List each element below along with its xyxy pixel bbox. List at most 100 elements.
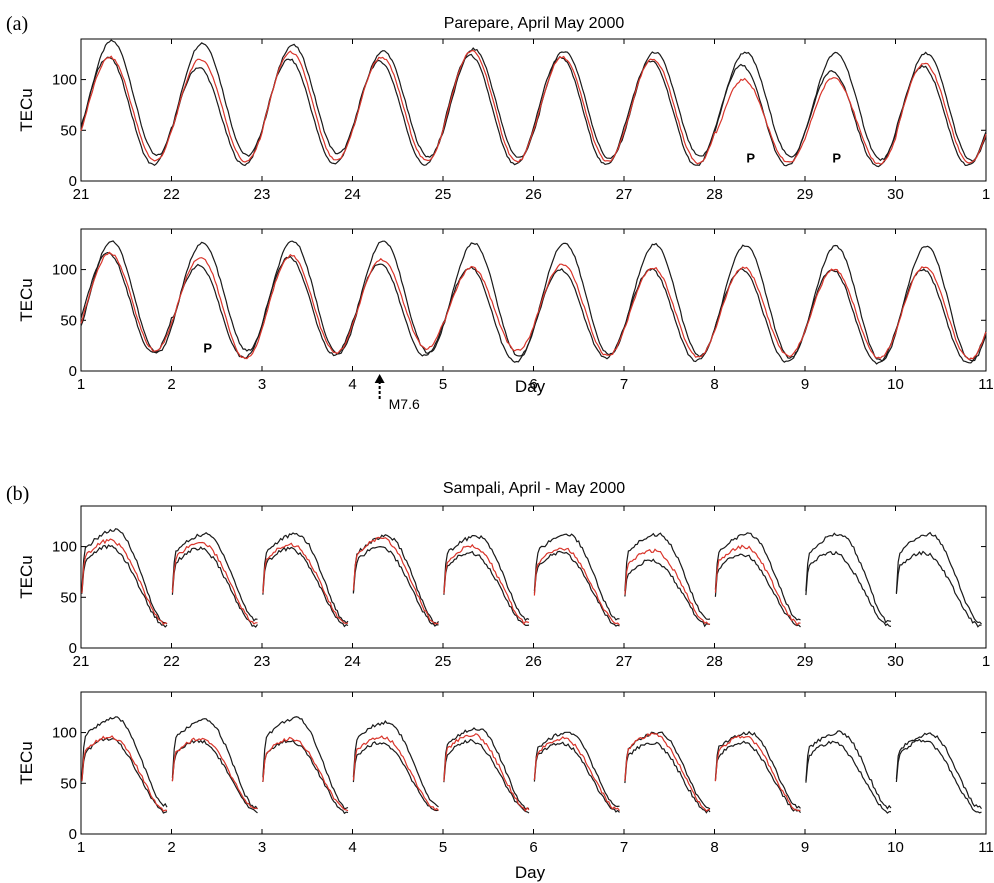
x-tick-label: 27 [616, 186, 633, 203]
panel-b-label: (b) [6, 483, 29, 505]
series-segment-upper [81, 528, 168, 625]
series-segment-lower [443, 738, 530, 814]
series-segment-lower [895, 738, 982, 814]
series-segment-lower [805, 550, 892, 627]
series-segment-lower [81, 544, 168, 628]
x-tick-label: 30 [887, 653, 904, 670]
panel-a-label: (a) [6, 13, 28, 35]
series-segment-upper [171, 718, 258, 810]
x-tick-label: 24 [344, 186, 361, 203]
x-tick-label: 8 [710, 376, 718, 393]
series-segment-upper [714, 532, 801, 621]
x-tick-label: 6 [529, 839, 537, 856]
series-segment-upper [533, 533, 620, 621]
plot-frame [80, 505, 987, 649]
series-segment-upper [805, 730, 892, 810]
earthquake-label: M7.6 [389, 396, 420, 412]
series-segment-observed [533, 736, 620, 812]
series-segment-upper [714, 730, 801, 809]
series-segment-lower [171, 546, 258, 628]
x-tick-label: 1 [77, 376, 85, 393]
y-axis-label: TECu [17, 88, 36, 131]
x-tick-label: 21 [73, 653, 90, 670]
series-segment-observed [624, 732, 711, 812]
x-tick-label: 3 [258, 376, 266, 393]
series-segment-observed [81, 735, 168, 813]
series-segment-lower [262, 546, 349, 628]
series-segment-upper [171, 532, 258, 622]
y-tick-label: 50 [60, 589, 77, 606]
series-segment-upper [443, 535, 530, 622]
series-segment-lower [533, 741, 620, 813]
x-tick-label: 23 [254, 186, 271, 203]
x-tick-label: 11 [978, 376, 994, 393]
series-segment-lower [895, 550, 982, 628]
series-segment-observed [533, 547, 620, 626]
y-tick-label: 50 [60, 122, 77, 139]
earthquake-arrow-head [374, 374, 385, 383]
series-segment-upper [443, 727, 530, 811]
x-tick-label: 28 [706, 186, 723, 203]
x-tick-label: 9 [801, 376, 809, 393]
series-line-observed [80, 251, 987, 361]
y-tick-label: 50 [60, 312, 77, 329]
series-segment-lower [714, 553, 801, 628]
series-segment-observed [624, 548, 711, 625]
x-tick-label: 24 [344, 653, 361, 670]
y-tick-label: 0 [69, 640, 77, 657]
x-axis-label-b: Day [515, 863, 546, 882]
x-tick-label: 8 [710, 839, 718, 856]
x-axis-label-a: Day [515, 377, 546, 396]
series-segment-lower [352, 741, 439, 812]
p-marker: P [203, 341, 212, 356]
y-axis-label: TECu [17, 555, 36, 598]
series-segment-upper [895, 732, 982, 810]
x-tick-label: 11 [978, 839, 994, 856]
series-segment-upper [352, 720, 439, 808]
series-segment-upper [624, 532, 711, 620]
y-tick-label: 100 [52, 72, 77, 89]
x-tick-label: 9 [801, 839, 809, 856]
plot-frame [80, 691, 987, 835]
series-segment-observed [262, 736, 349, 812]
series-segment-lower [624, 558, 711, 628]
x-tick-label: 25 [435, 653, 452, 670]
series-segment-observed [443, 543, 530, 626]
x-tick-label: 5 [439, 376, 447, 393]
x-tick-label: 26 [525, 653, 542, 670]
x-tick-label: 25 [435, 186, 452, 203]
x-tick-label: 3 [258, 839, 266, 856]
series-segment-observed [352, 536, 439, 625]
series-line-upper [80, 39, 987, 162]
x-tick-label: 29 [797, 653, 814, 670]
x-tick-label: 23 [254, 653, 271, 670]
series-line-lower [80, 251, 987, 365]
panel-b-title: Sampali, April - May 2000 [443, 480, 625, 497]
x-tick-label: 10 [887, 376, 904, 393]
series-segment-observed [443, 733, 530, 812]
x-tick-label: 1 [982, 653, 990, 670]
x-tick-label: 28 [706, 653, 723, 670]
series-segment-lower [81, 737, 168, 814]
series-segment-observed [714, 734, 801, 812]
y-tick-label: 0 [69, 826, 77, 843]
series-segment-upper [262, 532, 349, 624]
x-tick-label: 4 [348, 839, 356, 856]
y-tick-label: 0 [69, 173, 77, 190]
y-axis-label: TECu [17, 741, 36, 784]
series-segment-upper [533, 731, 620, 808]
series-segment-observed [714, 544, 801, 626]
x-tick-label: 29 [797, 186, 814, 203]
series-line-lower [80, 53, 987, 168]
series-segment-upper [81, 716, 168, 808]
x-tick-label: 7 [620, 376, 628, 393]
series-segment-lower [443, 550, 530, 627]
x-tick-label: 22 [163, 186, 180, 203]
plot-frame [80, 38, 987, 182]
series-segment-lower [262, 739, 349, 815]
x-tick-label: 2 [167, 839, 175, 856]
x-tick-label: 26 [525, 186, 542, 203]
series-segment-observed [262, 542, 349, 624]
x-tick-label: 1 [982, 186, 990, 203]
